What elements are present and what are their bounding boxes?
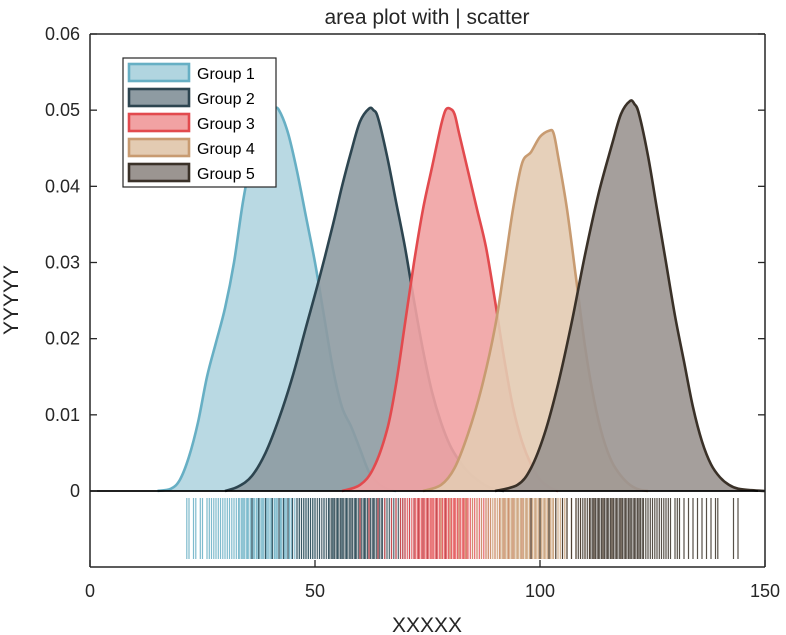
legend-label-group-1: Group 1 xyxy=(197,66,255,83)
legend-label-group-5: Group 5 xyxy=(197,166,255,183)
legend-swatch-group-3 xyxy=(127,112,191,133)
area-fill-group-5 xyxy=(495,100,765,492)
x-tick-label: 0 xyxy=(85,581,95,601)
area-outline-group-5 xyxy=(494,99,766,493)
x-tick-label: 50 xyxy=(305,581,325,601)
rug-scatter-strips xyxy=(186,498,739,559)
y-tick-label: 0.05 xyxy=(45,100,80,120)
x-axis-title: XXXXX xyxy=(392,614,462,635)
y-tick-label: 0.02 xyxy=(45,329,80,349)
legend-label-group-2: Group 2 xyxy=(197,91,255,108)
axes: 0 0.01 0.02 0.03 0.04 0.05 0.06 0 50 100 150 xyxy=(45,24,780,601)
y-tick-label: 0.01 xyxy=(45,405,80,425)
chart-title: area plot with | scatter xyxy=(324,6,529,29)
y-tick-label: 0.06 xyxy=(45,24,80,44)
density-areas xyxy=(157,99,766,493)
x-tick-label: 100 xyxy=(525,581,555,601)
legend: Group 1 Group 2 Group 3 Group 4 Group 5 xyxy=(122,57,277,188)
y-tick-label: 0.04 xyxy=(45,176,80,196)
legend-swatch-group-4 xyxy=(127,137,191,158)
legend-label-group-3: Group 3 xyxy=(197,116,255,133)
y-tick-label: 0.03 xyxy=(45,253,80,273)
y-axis-title: YYYYY xyxy=(0,265,23,335)
legend-swatch-group-1 xyxy=(127,62,191,83)
legend-label-group-4: Group 4 xyxy=(197,141,255,158)
legend-swatch-group-5 xyxy=(127,162,191,183)
x-tick-label: 150 xyxy=(750,581,780,601)
legend-swatch-group-2 xyxy=(127,87,191,108)
y-tick-label: 0 xyxy=(70,481,80,501)
area-fill-group-2 xyxy=(225,107,504,491)
